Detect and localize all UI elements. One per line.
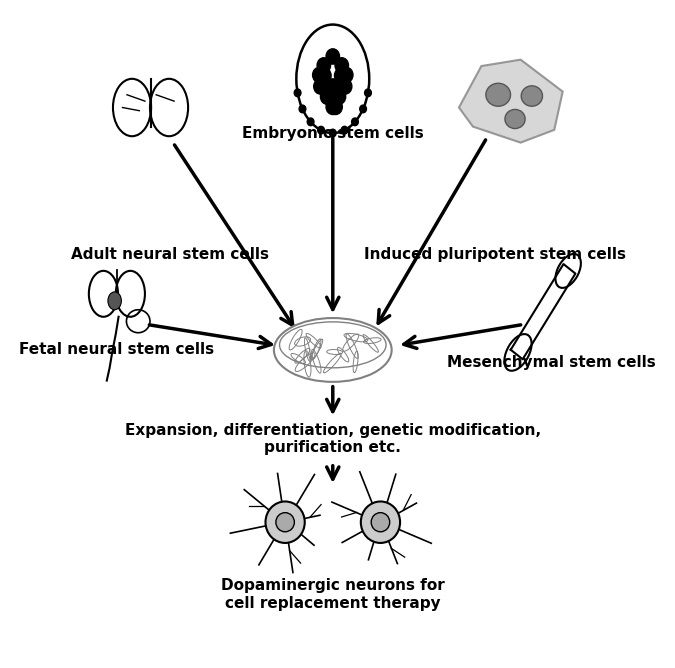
Text: Induced pluripotent stem cells: Induced pluripotent stem cells (364, 246, 626, 262)
Text: Expansion, differentiation, genetic modification,
purification etc.: Expansion, differentiation, genetic modi… (125, 423, 541, 456)
Text: Embryonic stem cells: Embryonic stem cells (242, 126, 424, 140)
Circle shape (340, 67, 353, 83)
Circle shape (338, 79, 352, 94)
Circle shape (299, 105, 306, 113)
Polygon shape (459, 59, 563, 142)
Circle shape (352, 118, 358, 126)
Circle shape (364, 89, 371, 97)
Ellipse shape (276, 512, 294, 532)
Circle shape (326, 79, 340, 94)
Circle shape (326, 100, 340, 114)
Circle shape (329, 100, 342, 114)
Circle shape (335, 68, 348, 84)
Ellipse shape (108, 292, 122, 310)
Circle shape (326, 49, 340, 64)
Circle shape (294, 89, 301, 97)
Text: Adult neural stem cells: Adult neural stem cells (71, 246, 269, 262)
Circle shape (314, 79, 327, 94)
Ellipse shape (505, 110, 525, 128)
Circle shape (313, 67, 326, 83)
Circle shape (335, 57, 348, 73)
Text: Fetal neural stem cells: Fetal neural stem cells (20, 343, 215, 357)
Ellipse shape (371, 512, 389, 532)
Ellipse shape (361, 502, 400, 543)
Text: Dopaminergic neurons for
cell replacement therapy: Dopaminergic neurons for cell replacemen… (221, 578, 445, 611)
Circle shape (332, 89, 346, 104)
Ellipse shape (265, 502, 304, 543)
Circle shape (360, 105, 367, 113)
Ellipse shape (486, 84, 510, 106)
Circle shape (341, 126, 348, 134)
Circle shape (329, 129, 336, 137)
Ellipse shape (521, 86, 543, 106)
Circle shape (318, 68, 331, 84)
Circle shape (307, 118, 314, 126)
Circle shape (317, 57, 331, 73)
Text: Mesenchymal stem cells: Mesenchymal stem cells (447, 355, 656, 370)
Circle shape (318, 126, 325, 134)
Circle shape (321, 89, 334, 104)
